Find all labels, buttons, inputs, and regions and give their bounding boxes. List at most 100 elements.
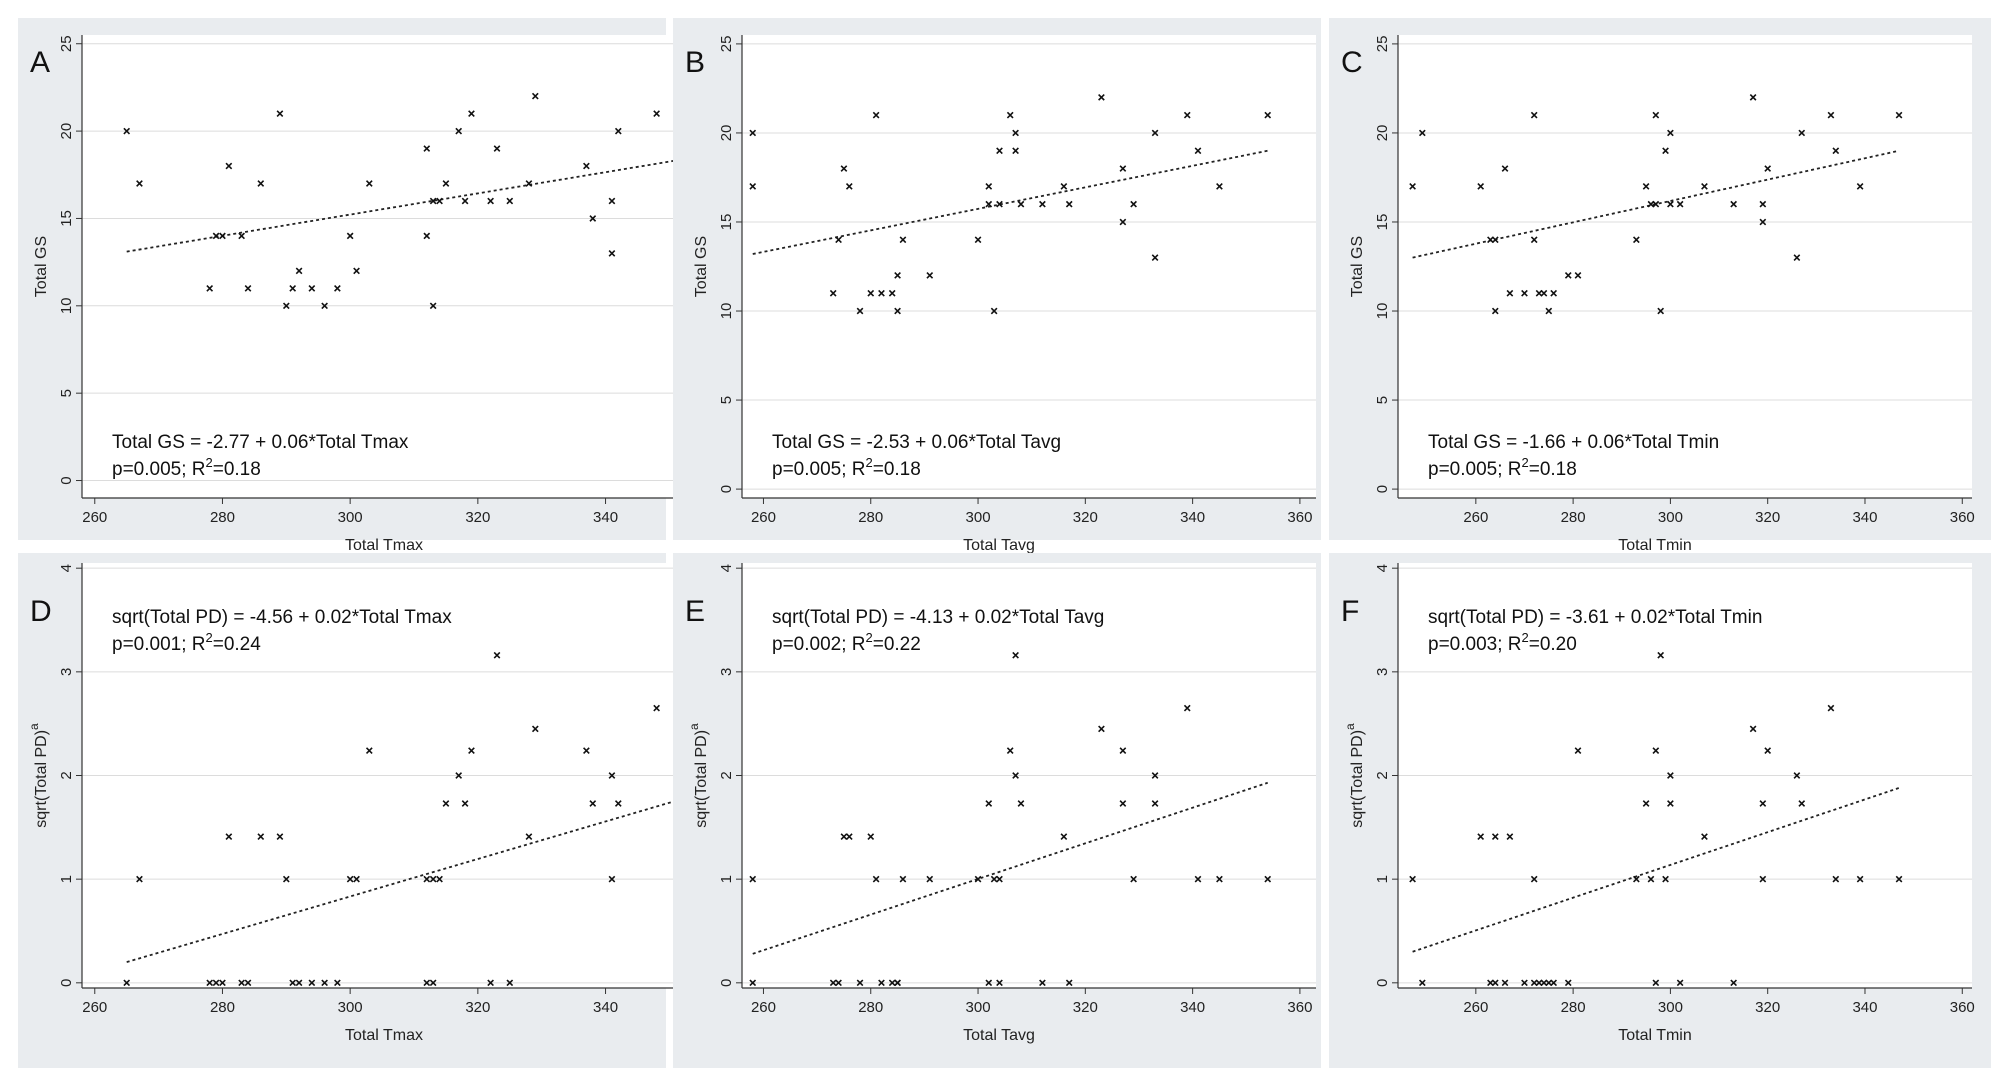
data-point <box>1119 218 1127 226</box>
data-point <box>429 979 437 987</box>
x-tick-label: 360 <box>1287 999 1312 1016</box>
fit-line <box>1412 787 1900 953</box>
plot-area <box>1398 35 1972 498</box>
y-tick-label: 1 <box>1374 875 1391 883</box>
data-point <box>1764 165 1772 172</box>
plot-area <box>742 35 1316 498</box>
data-point <box>1491 236 1499 244</box>
data-point <box>1521 979 1528 987</box>
plot-area <box>82 35 746 498</box>
data-point <box>1130 875 1137 883</box>
data-point <box>1632 875 1640 883</box>
data-point <box>840 165 848 172</box>
data-point <box>653 704 660 712</box>
x-tick-label: 360 <box>1950 999 1975 1016</box>
data-point <box>365 747 373 754</box>
data-point <box>506 197 514 205</box>
data-point <box>1183 704 1191 712</box>
data-point <box>1039 200 1046 208</box>
r-squared-value: =0.18 <box>1529 459 1577 480</box>
data-point <box>840 833 848 841</box>
data-point <box>219 979 226 987</box>
data-point <box>334 284 341 292</box>
data-point <box>1216 182 1223 190</box>
x-tick-label: 320 <box>1073 509 1098 526</box>
data-point <box>1667 129 1674 137</box>
data-point <box>872 875 880 883</box>
data-point <box>1151 254 1159 261</box>
data-point <box>1652 747 1660 754</box>
data-point <box>1418 129 1426 137</box>
data-point <box>1667 772 1674 779</box>
data-point <box>308 284 316 292</box>
data-point <box>136 875 143 883</box>
data-point <box>334 979 341 987</box>
data-point <box>1798 800 1806 807</box>
r-squared-superscript: 2 <box>206 630 213 645</box>
y-tick-label: 25 <box>58 35 75 52</box>
x-tick-label: 260 <box>1463 509 1488 526</box>
data-point <box>1856 182 1864 190</box>
data-point <box>856 307 864 315</box>
panel-letter: D <box>30 595 52 628</box>
data-point <box>1130 200 1137 208</box>
x-tick-label: 280 <box>210 999 235 1016</box>
y-tick-label: 15 <box>1374 214 1391 231</box>
y-tick-label: 10 <box>718 303 735 320</box>
data-point <box>614 800 622 807</box>
data-point <box>878 979 885 987</box>
data-point <box>996 875 1003 883</box>
x-tick-label: 280 <box>1561 509 1586 526</box>
data-point <box>985 979 993 987</box>
y-tick-label: 0 <box>58 979 75 987</box>
data-point <box>423 232 431 240</box>
data-point <box>583 162 590 170</box>
data-point <box>1832 147 1840 155</box>
panel-letter: B <box>685 46 705 79</box>
x-tick-label: 340 <box>1852 509 1877 526</box>
data-point <box>353 267 360 275</box>
data-point <box>1194 875 1202 883</box>
r-squared-value: =0.18 <box>213 459 261 480</box>
data-point <box>1012 129 1019 137</box>
data-point <box>1657 307 1665 315</box>
y-tick-label: 2 <box>58 771 75 779</box>
regression-stats: p=0.003; R2=0.20 <box>1428 630 1577 655</box>
y-tick-label: 3 <box>58 668 75 676</box>
y-tick-label: 4 <box>718 564 735 572</box>
data-point <box>1491 979 1499 987</box>
r-squared-superscript: 2 <box>1522 630 1529 645</box>
data-point <box>493 651 501 659</box>
data-point <box>926 272 934 279</box>
data-point <box>894 307 901 315</box>
y-tick-label: 4 <box>1374 564 1391 572</box>
fit-line <box>126 785 728 963</box>
data-point <box>899 236 907 244</box>
data-point <box>455 772 463 779</box>
data-point <box>1151 772 1159 779</box>
x-tick-label: 300 <box>338 999 363 1016</box>
data-point <box>1194 147 1202 155</box>
data-point <box>461 197 469 205</box>
data-point <box>238 232 245 240</box>
data-point <box>244 979 252 987</box>
data-point <box>985 800 993 807</box>
r-squared-value: =0.20 <box>1529 634 1577 655</box>
data-point <box>1119 165 1127 172</box>
r-squared-superscript: 2 <box>1522 455 1529 470</box>
x-axis-title: Total Tmax <box>345 1027 423 1044</box>
data-point <box>589 215 597 222</box>
data-point <box>829 289 837 297</box>
data-point <box>1632 236 1640 244</box>
data-point <box>749 182 757 190</box>
data-point <box>1017 200 1025 208</box>
data-point <box>1264 875 1272 883</box>
data-point <box>282 302 290 310</box>
data-point <box>468 110 475 117</box>
y-axis-title-superscript: a <box>27 723 41 730</box>
data-point <box>589 800 597 807</box>
data-point <box>1491 833 1499 841</box>
data-point <box>276 833 284 841</box>
